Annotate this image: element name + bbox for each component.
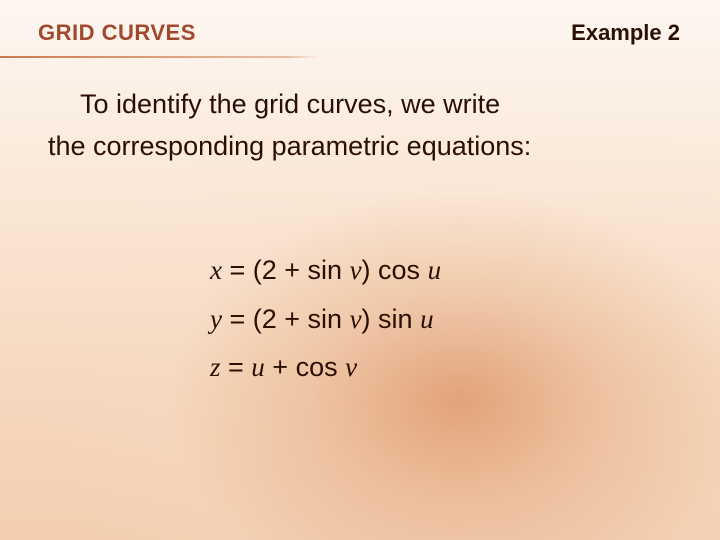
equation-block: x = (2 + sin v) cos u y = (2 + sin v) si… xyxy=(210,246,441,392)
slide-header: GRID CURVES Example 2 xyxy=(0,20,720,46)
eq2-c: ) sin xyxy=(362,304,421,334)
eq1-c: ) cos xyxy=(362,255,428,285)
eq1-a: = (2 + sin xyxy=(222,255,350,285)
eq3-c: + cos xyxy=(265,352,345,382)
body-line-1: To identify the grid curves, we write xyxy=(48,84,672,126)
equation-z: z = u + cos v xyxy=(210,343,441,392)
equation-x: x = (2 + sin v) cos u xyxy=(210,246,441,295)
eq2-a: = (2 + sin xyxy=(222,304,350,334)
var-z: z xyxy=(210,352,221,382)
var-v: v xyxy=(350,304,362,334)
var-u: u xyxy=(420,304,434,334)
equation-y: y = (2 + sin v) sin u xyxy=(210,295,441,344)
example-label: Example 2 xyxy=(571,20,680,46)
var-x: x xyxy=(210,255,222,285)
eq3-a: = xyxy=(221,352,252,382)
slide: GRID CURVES Example 2 To identify the gr… xyxy=(0,0,720,540)
var-u: u xyxy=(251,352,265,382)
section-title: GRID CURVES xyxy=(38,20,196,46)
body-text: To identify the grid curves, we write th… xyxy=(48,84,672,168)
var-u: u xyxy=(428,255,442,285)
var-v: v xyxy=(350,255,362,285)
var-v: v xyxy=(345,352,357,382)
var-y: y xyxy=(210,304,222,334)
body-line-2: the corresponding parametric equations: xyxy=(48,131,531,161)
header-underline xyxy=(0,56,320,58)
